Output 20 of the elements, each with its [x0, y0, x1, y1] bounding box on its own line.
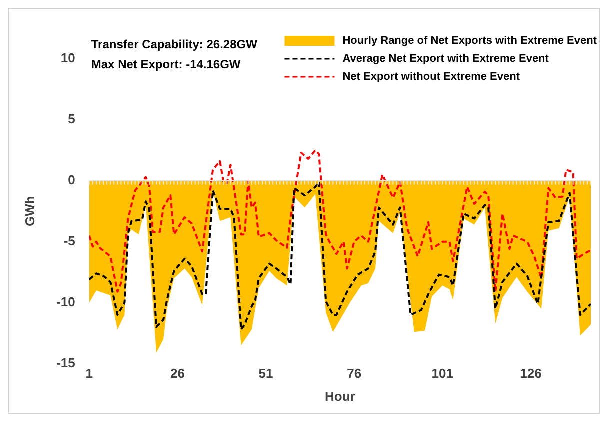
y-tick-label: 10: [60, 50, 76, 66]
x-tick-label: 101: [432, 366, 454, 382]
y-tick-label: 0: [68, 172, 76, 188]
x-tick-label: 126: [520, 366, 542, 382]
legend-label: Net Export without Extreme Event: [342, 71, 520, 84]
x-axis-title: Hour: [325, 388, 356, 404]
y-axis-title: GWh: [22, 196, 38, 227]
x-tick-label: 1: [86, 366, 94, 382]
x-tick-label: 51: [258, 366, 274, 382]
text: Transfer Capability: 26.28GW: [91, 37, 258, 52]
x-tick-label: 76: [347, 366, 362, 382]
annotation: Max Net Export: -14.16GW: [91, 57, 242, 72]
legend-label: Average Net Export with Extreme Event: [342, 53, 550, 66]
legend-label: Hourly Range of Net Exports with Extreme Event: [342, 35, 598, 48]
y-tick-label: -15: [56, 355, 76, 370]
y-tick-label: 5: [68, 112, 76, 127]
y-tick-label: -10: [56, 294, 76, 310]
line-series: [89, 149, 591, 293]
y-tick-label: -5: [64, 233, 76, 248]
x-tick-label: 26: [170, 366, 185, 382]
